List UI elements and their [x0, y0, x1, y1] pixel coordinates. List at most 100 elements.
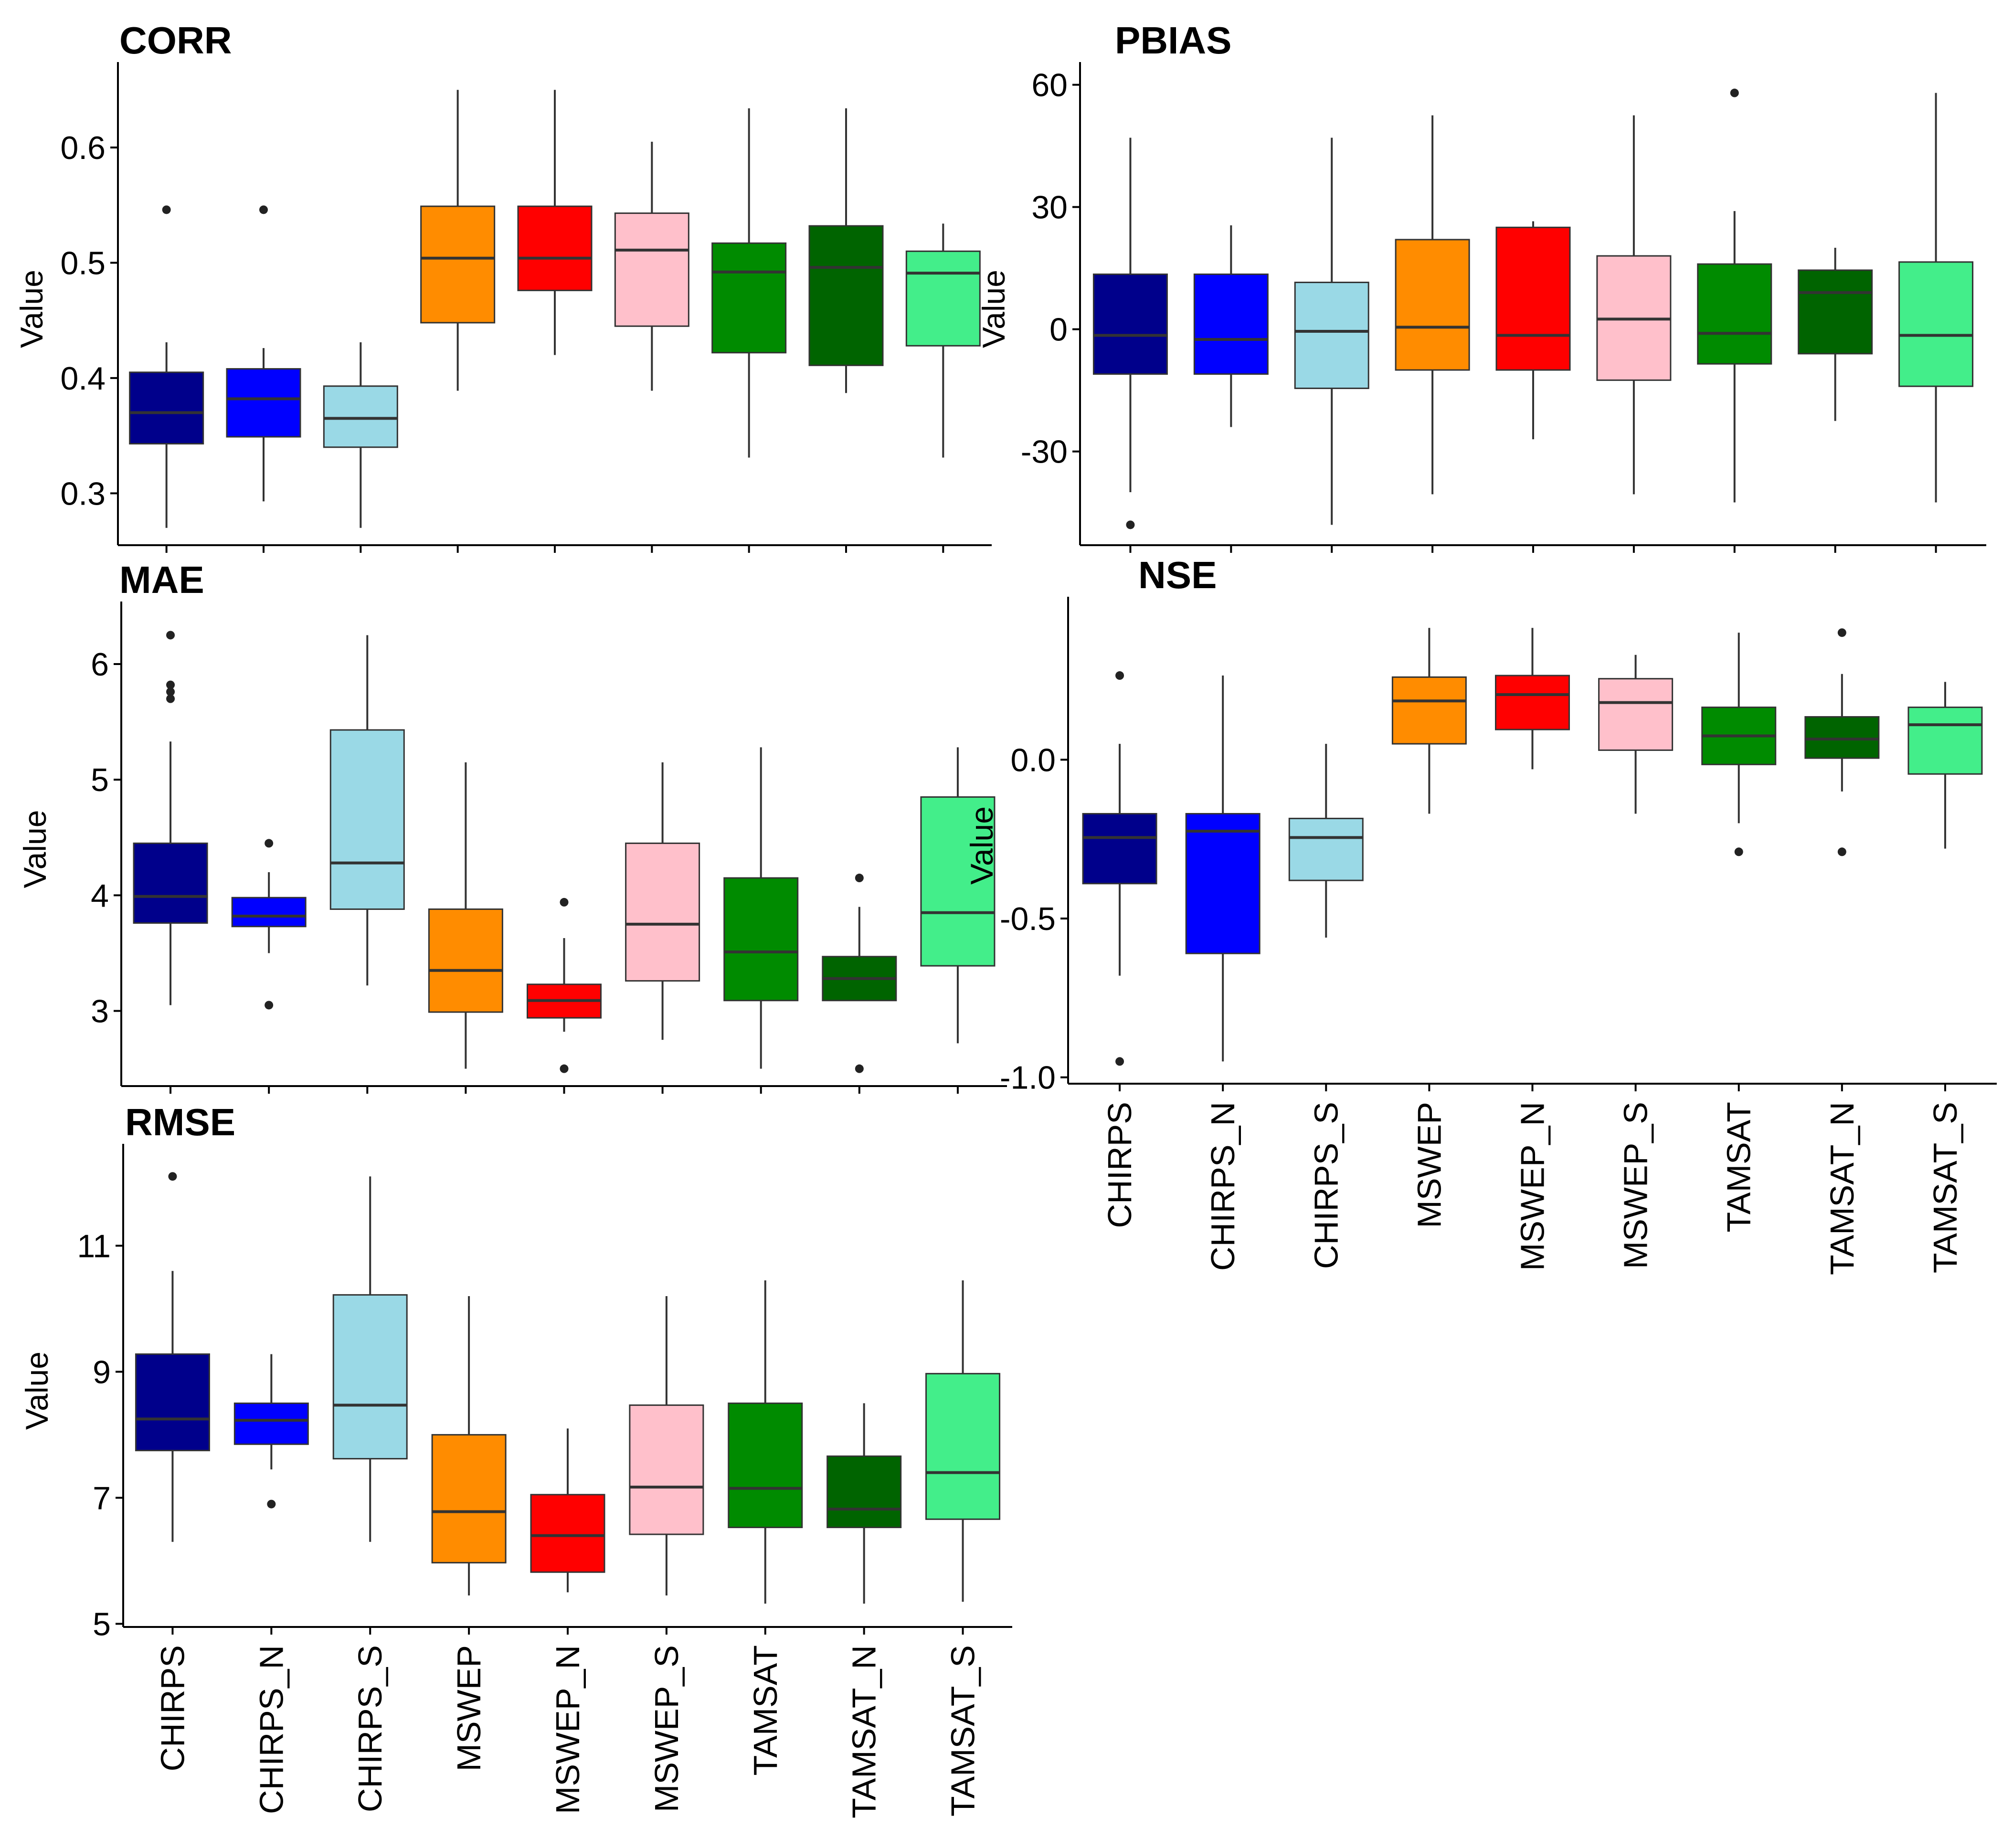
iqr-box	[530, 1494, 605, 1573]
iqr-box	[925, 1373, 1001, 1520]
nse-ytick-label: -0.5	[1000, 901, 1056, 937]
outlier-point	[855, 1064, 864, 1073]
nse-ylabel: Value	[964, 806, 999, 885]
corr-ytick-label: 0.3	[60, 475, 106, 512]
mae-ytick-label: 5	[91, 762, 109, 798]
corr-box-chirps-s	[323, 342, 398, 528]
panel-rmse: RMSE Value 5 7 9 11 CHIRPS CHIRPS_N CHIRPS_S MSWE…	[19, 1101, 1012, 1818]
pbias-ytick-label: 60	[1031, 67, 1068, 104]
iqr-box	[1495, 226, 1571, 371]
nse-box-mswep-s	[1598, 655, 1674, 814]
outlier-point	[166, 631, 175, 640]
nse-ytick-label: 0.0	[1010, 742, 1056, 778]
nse-category-label: TAMSAT_S	[1927, 1102, 1964, 1273]
nse-title: NSE	[1138, 554, 1217, 596]
rmse-category-label: TAMSAT	[747, 1645, 784, 1776]
panel-corr: CORR Value 0.3 0.4 0.5 0.6	[14, 19, 992, 553]
iqr-box	[1898, 261, 1974, 387]
corr-ytick-label: 0.5	[60, 245, 106, 281]
rmse-box-chirps-s	[332, 1176, 408, 1542]
outlier-point	[265, 839, 274, 848]
iqr-box	[1907, 707, 1983, 775]
corr-box-chirps	[129, 205, 204, 528]
nse-category-label: MSWEP_S	[1617, 1102, 1654, 1269]
iqr-box	[226, 368, 301, 438]
corr-box-mswep	[420, 90, 496, 391]
pbias-box-mswep	[1395, 115, 1470, 495]
iqr-box	[1185, 813, 1261, 954]
iqr-box	[1391, 676, 1467, 745]
iqr-box	[723, 877, 799, 1002]
outlier-point	[166, 687, 175, 697]
outlier-point	[168, 1172, 177, 1181]
mae-box-tamsat-s	[920, 747, 996, 1044]
pbias-box-mswep-n	[1495, 221, 1571, 440]
iqr-box	[1495, 675, 1570, 730]
rmse-box-tamsat-n	[826, 1403, 902, 1604]
iqr-box	[905, 250, 981, 347]
iqr-box	[329, 729, 405, 910]
outlier-point	[267, 1500, 276, 1509]
mae-title: MAE	[119, 559, 204, 601]
nse-box-tamsat-n	[1804, 628, 1880, 856]
mae-box-tamsat-n	[822, 874, 897, 1073]
iqr-box	[431, 1434, 507, 1563]
rmse-ytick-label: 5	[93, 1606, 111, 1642]
iqr-box	[1193, 273, 1269, 375]
pbias-box-tamsat-n	[1798, 247, 1873, 421]
panel-mae: MAE Value 3 4 5 6	[17, 559, 1007, 1094]
nse-box-tamsat	[1701, 633, 1777, 856]
corr-box-mswep-n	[517, 90, 593, 355]
nse-category-label: CHIRPS_S	[1307, 1102, 1345, 1269]
rmse-category-label: CHIRPS_N	[253, 1645, 290, 1814]
mae-box-chirps-n	[231, 839, 307, 1010]
iqr-box	[1092, 273, 1168, 375]
iqr-box	[614, 212, 689, 327]
iqr-box	[428, 908, 503, 1013]
rmse-ytick-label: 11	[77, 1228, 111, 1264]
nse-category-label: MSWEP_N	[1514, 1102, 1551, 1271]
pbias-ytick-label: 30	[1031, 190, 1068, 226]
iqr-box	[728, 1402, 803, 1528]
pbias-box-chirps	[1092, 137, 1168, 529]
pbias-box-chirps-s	[1294, 137, 1369, 525]
nse-category-label: TAMSAT	[1720, 1102, 1758, 1233]
rmse-category-label: CHIRPS_S	[351, 1645, 389, 1812]
outlier-point	[1126, 520, 1135, 529]
mae-box-tamsat	[723, 747, 799, 1069]
pbias-box-tamsat	[1697, 88, 1772, 503]
outlier-point	[1734, 847, 1743, 856]
rmse-category-label: MSWEP	[450, 1645, 487, 1771]
iqr-box	[1598, 678, 1674, 751]
iqr-box	[808, 225, 884, 366]
outlier-point	[1115, 1057, 1124, 1066]
iqr-box	[1798, 269, 1873, 355]
iqr-box	[133, 842, 208, 924]
nse-box-tamsat-s	[1907, 682, 1983, 849]
outlier-point	[1837, 628, 1846, 637]
iqr-box	[517, 205, 593, 291]
iqr-box	[135, 1353, 210, 1451]
rmse-ytick-label: 7	[93, 1480, 111, 1516]
iqr-box	[420, 205, 496, 324]
corr-box-tamsat-s	[905, 223, 981, 458]
outlier-point	[1730, 88, 1739, 97]
pbias-box-chirps-n	[1193, 225, 1269, 427]
pbias-ytick-label: -30	[1021, 434, 1068, 470]
iqr-box	[332, 1294, 408, 1460]
iqr-box	[826, 1455, 902, 1528]
mae-ytick-label: 6	[91, 646, 109, 683]
iqr-box	[1082, 813, 1157, 885]
outlier-point	[166, 680, 175, 689]
corr-title: CORR	[119, 19, 232, 62]
iqr-box	[231, 897, 307, 928]
rmse-box-chirps-n	[233, 1354, 309, 1509]
corr-box-tamsat-n	[808, 108, 884, 393]
mae-ytick-label: 4	[91, 877, 109, 914]
iqr-box	[323, 385, 398, 448]
nse-ytick-label: -1.0	[1000, 1060, 1056, 1096]
pbias-title: PBIAS	[1115, 19, 1232, 62]
mae-ytick-label: 3	[91, 993, 109, 1030]
iqr-box	[233, 1402, 309, 1445]
